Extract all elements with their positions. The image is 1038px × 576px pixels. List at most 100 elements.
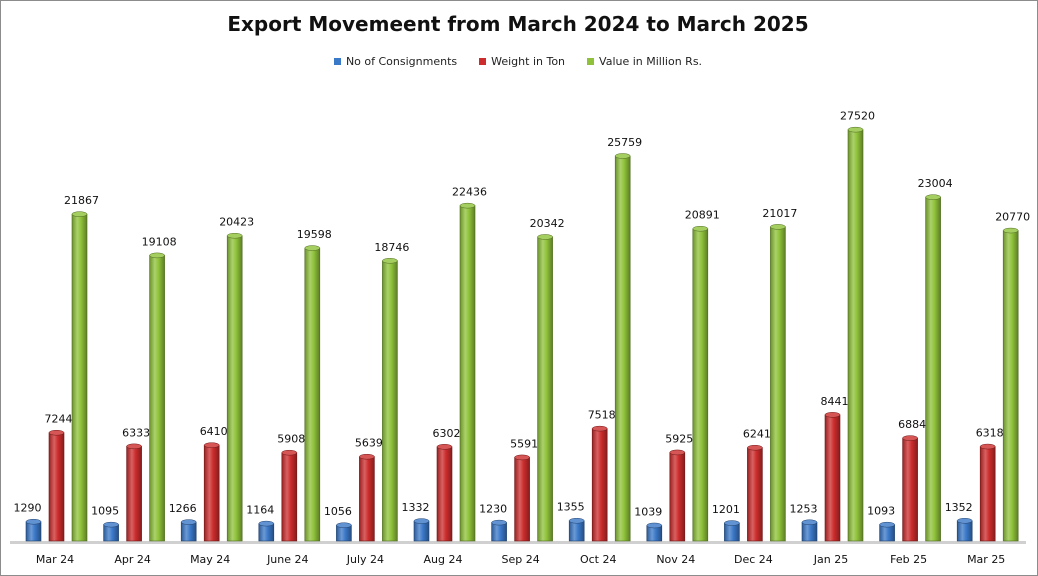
data-label-value-6: 20342: [530, 217, 565, 230]
bar-weight-6: [514, 457, 530, 542]
x-tick-label-1: Apr 24: [114, 553, 151, 566]
data-label-value-5: 22436: [452, 186, 487, 199]
bar-cap-value-12: [1002, 227, 1019, 234]
bar-weight-0: [48, 432, 65, 542]
data-label-weight-6: 5591: [510, 437, 538, 450]
x-tick-label-4: July 24: [346, 553, 384, 566]
bar-cap-consignments-10: [801, 519, 818, 526]
bar-cap-value-1: [149, 252, 165, 259]
data-label-value-1: 19108: [142, 235, 177, 248]
data-label-value-10: 27520: [840, 110, 875, 123]
x-tick-label-5: Aug 24: [424, 553, 463, 566]
data-label-value-4: 18746: [374, 241, 409, 254]
bar-weight-5: [436, 446, 453, 542]
chart-floor: [10, 541, 1026, 544]
bar-cap-weight-4: [359, 453, 375, 460]
bar-cap-consignments-0: [25, 518, 42, 525]
bar-cap-value-0: [71, 211, 88, 217]
data-label-value-11: 23004: [918, 177, 953, 190]
data-label-consignments-11: 1093: [867, 505, 895, 518]
bar-cap-value-4: [382, 258, 398, 264]
x-tick-label-3: June 24: [266, 553, 308, 566]
data-label-weight-5: 6302: [433, 427, 461, 440]
x-tick-label-7: Oct 24: [580, 553, 617, 566]
bar-cap-weight-11: [902, 435, 918, 441]
data-label-weight-8: 5925: [665, 432, 693, 445]
bar-cap-weight-12: [979, 443, 996, 450]
bar-cap-consignments-8: [646, 522, 663, 529]
bar-cap-weight-1: [126, 443, 142, 450]
x-tick-label-0: Mar 24: [36, 553, 74, 566]
legend-swatch-value: [587, 58, 595, 65]
chart-legend: No of Consignments Weight in Ton Value i…: [0, 55, 1036, 68]
bar-consignments-12: [956, 520, 973, 542]
data-label-value-12: 20770: [995, 211, 1030, 224]
bar-cap-value-2: [226, 232, 243, 239]
bar-cap-weight-5: [436, 444, 453, 450]
bar-cap-value-10: [847, 126, 864, 133]
data-label-weight-2: 6410: [200, 425, 228, 438]
bar-cap-consignments-12: [956, 518, 973, 524]
bar-value-4: [382, 260, 398, 542]
bar-cap-consignments-3: [258, 520, 275, 527]
data-label-weight-12: 6318: [976, 427, 1004, 440]
data-label-weight-3: 5908: [277, 433, 305, 446]
bar-value-10: [847, 129, 864, 542]
bar-cap-value-11: [925, 194, 941, 200]
bar-weight-1: [126, 446, 142, 542]
data-label-weight-10: 8441: [821, 395, 849, 408]
data-label-consignments-3: 1164: [246, 504, 274, 517]
bar-cap-weight-10: [824, 412, 841, 418]
data-label-consignments-8: 1039: [634, 505, 662, 518]
bar-weight-3: [281, 452, 298, 542]
bar-cap-weight-7: [591, 425, 608, 432]
data-label-weight-4: 5639: [355, 437, 383, 450]
data-label-value-3: 19598: [297, 228, 332, 241]
data-label-consignments-4: 1056: [324, 505, 352, 518]
bar-weight-12: [979, 446, 996, 542]
bar-weight-9: [747, 447, 763, 542]
bar-cap-weight-3: [281, 449, 298, 456]
bar-cap-consignments-1: [103, 521, 119, 528]
bar-consignments-10: [801, 521, 818, 542]
bar-weight-10: [824, 414, 841, 542]
data-label-value-8: 20891: [685, 209, 720, 222]
x-tick-label-2: May 24: [190, 553, 230, 566]
bar-cap-value-9: [770, 224, 786, 230]
data-label-weight-7: 7518: [588, 409, 616, 422]
data-label-value-9: 21017: [762, 207, 797, 220]
bar-consignments-0: [25, 521, 42, 542]
data-label-consignments-0: 1290: [14, 502, 42, 515]
bar-value-5: [459, 205, 476, 542]
legend-item-weight: Weight in Ton: [479, 55, 565, 68]
data-label-weight-0: 7244: [45, 413, 73, 426]
data-label-weight-9: 6241: [743, 428, 771, 441]
legend-label-weight: Weight in Ton: [491, 55, 566, 68]
data-label-consignments-6: 1230: [479, 503, 507, 516]
bar-cap-value-6: [537, 234, 553, 240]
data-label-consignments-1: 1095: [91, 505, 119, 518]
bar-value-9: [770, 226, 786, 542]
bar-cap-weight-6: [514, 454, 530, 461]
data-label-consignments-7: 1355: [557, 501, 585, 514]
data-label-consignments-10: 1253: [790, 502, 818, 515]
bar-value-6: [537, 236, 553, 542]
legend-item-value: Value in Million Rs.: [587, 55, 702, 68]
bar-cap-consignments-2: [180, 519, 197, 525]
bar-cap-consignments-7: [568, 517, 585, 524]
bar-consignments-2: [180, 521, 197, 542]
bar-weight-4: [359, 456, 375, 542]
chart-title: Export Movemeent from March 2024 to Marc…: [227, 12, 809, 36]
bar-cap-value-8: [692, 225, 709, 232]
x-tick-label-10: Jan 25: [813, 553, 848, 566]
x-tick-label-12: Mar 25: [967, 553, 1005, 566]
data-label-weight-1: 6333: [122, 426, 150, 439]
bar-cap-weight-8: [669, 449, 686, 456]
legend-label-consignments: No of Consignments: [345, 55, 458, 68]
data-label-consignments-12: 1352: [945, 501, 973, 514]
bar-value-12: [1002, 230, 1019, 542]
bar-value-2: [226, 235, 243, 542]
bar-cap-value-3: [304, 245, 321, 251]
bar-value-7: [614, 155, 631, 542]
